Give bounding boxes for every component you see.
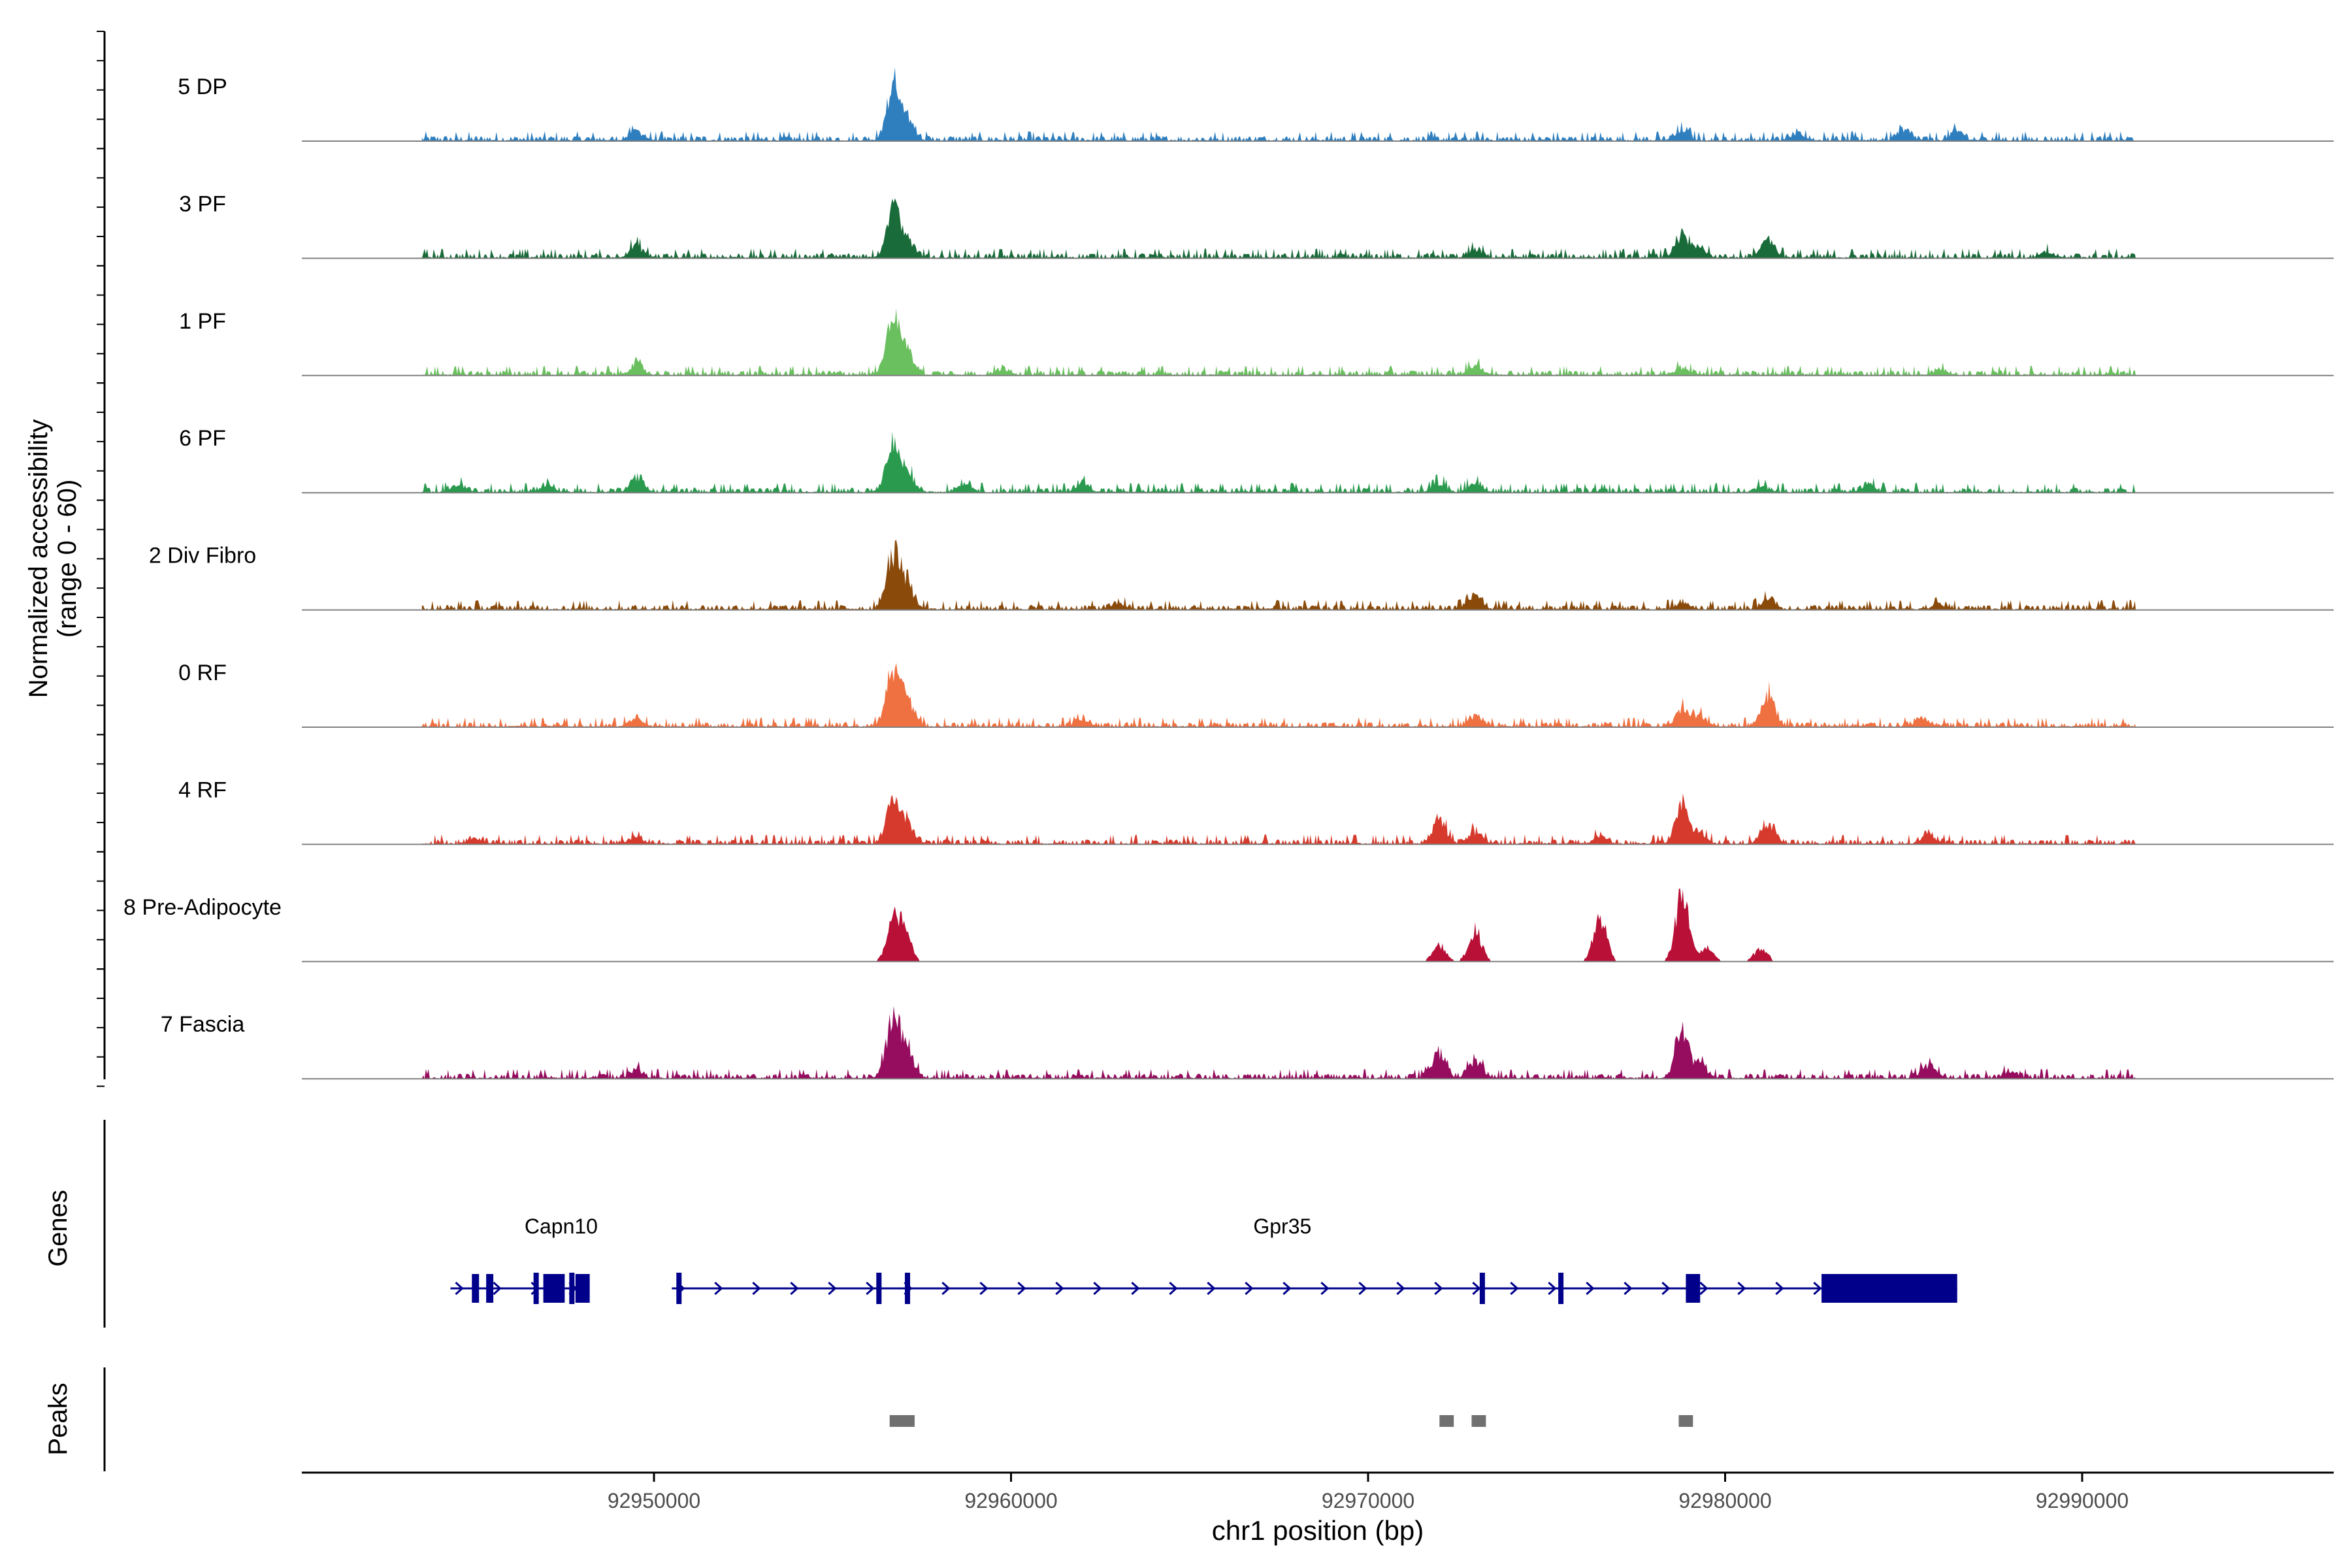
strand-arrow bbox=[1017, 1281, 1026, 1296]
coverage-area bbox=[421, 793, 2136, 845]
gene-models: Capn10 Gpr35 bbox=[450, 1215, 1957, 1304]
coverage-tracks: 5 DP 3 PF 1 PF 6 PF 2 Div Fibro 0 RF 4 RF 8 Pre… bbox=[123, 67, 2334, 1080]
track-label: 2 Div Fibro bbox=[149, 544, 256, 568]
exon bbox=[1558, 1273, 1564, 1304]
track-4-rf: 4 RF bbox=[178, 777, 2334, 845]
strand-arrow bbox=[941, 1281, 951, 1296]
peak-regions bbox=[889, 1415, 1693, 1427]
strand-arrow bbox=[455, 1281, 464, 1296]
strand-arrow bbox=[1169, 1281, 1178, 1296]
track-label: 6 PF bbox=[179, 426, 226, 451]
coverage-area bbox=[421, 540, 2136, 610]
track-label: 0 RF bbox=[178, 661, 227, 685]
coverage-area bbox=[421, 308, 2136, 376]
track-1-pf: 1 PF bbox=[179, 308, 2334, 376]
strand-arrow bbox=[1775, 1281, 1784, 1296]
track-label: 4 RF bbox=[178, 777, 227, 802]
x-axis-title: chr1 position (bp) bbox=[1212, 1515, 1424, 1546]
x-axis-ticks: 92950000 92960000 92970000 92980000 92990000 bbox=[608, 1473, 2129, 1512]
track-3-pf: 3 PF bbox=[179, 191, 2334, 259]
strand-arrow bbox=[752, 1281, 761, 1296]
strand-arrow bbox=[1510, 1281, 1519, 1296]
track-label: 5 DP bbox=[178, 74, 227, 99]
strand-arrow bbox=[714, 1281, 723, 1296]
coverage-area bbox=[421, 67, 2136, 141]
strand-arrow bbox=[1472, 1281, 1481, 1296]
strand-arrow bbox=[828, 1281, 837, 1296]
coverage-area bbox=[421, 889, 2136, 962]
strand-arrow bbox=[493, 1281, 502, 1296]
strand-arrow bbox=[1661, 1281, 1671, 1296]
exon bbox=[472, 1274, 480, 1303]
y-axis-title: Normalized accessibility (range 0 - 60) bbox=[24, 419, 82, 698]
strand-arrow bbox=[1813, 1281, 1822, 1296]
coverage-area bbox=[421, 1005, 2136, 1079]
strand-arrow bbox=[1396, 1281, 1405, 1296]
peak-region bbox=[889, 1415, 915, 1427]
track-5-dp: 5 DP bbox=[178, 67, 2334, 142]
track-label: 7 Fascia bbox=[161, 1012, 245, 1037]
track-label: 1 PF bbox=[179, 309, 226, 334]
strand-arrow bbox=[1699, 1281, 1708, 1296]
strand-arrow bbox=[1320, 1281, 1330, 1296]
exon bbox=[533, 1273, 539, 1304]
peak-region bbox=[1471, 1415, 1486, 1427]
exon bbox=[1686, 1274, 1701, 1303]
strand-arrow bbox=[1055, 1281, 1064, 1296]
gene-label: Gpr35 bbox=[1253, 1215, 1311, 1238]
y-axis-title-line2: (range 0 - 60) bbox=[53, 480, 82, 638]
exon bbox=[569, 1273, 575, 1304]
coverage-area bbox=[421, 662, 2136, 727]
strand-arrow bbox=[1093, 1281, 1102, 1296]
exon bbox=[543, 1274, 565, 1303]
gene-label: Capn10 bbox=[525, 1215, 598, 1238]
strand-arrow bbox=[1207, 1281, 1216, 1296]
x-tick-label: 92970000 bbox=[1322, 1489, 1414, 1512]
peak-region bbox=[1439, 1415, 1454, 1427]
exon bbox=[1479, 1273, 1485, 1304]
track-2-div-fibro: 2 Div Fibro bbox=[149, 540, 2334, 611]
tracks-y-ticks bbox=[97, 31, 105, 1087]
strand-arrow bbox=[790, 1281, 799, 1296]
peaks-panel-label: Peaks bbox=[44, 1382, 73, 1455]
strand-arrow bbox=[1358, 1281, 1367, 1296]
gene-gpr35: Gpr35 bbox=[672, 1215, 1957, 1304]
y-axis-title-line1: Normalized accessibility bbox=[24, 419, 53, 698]
strand-arrow bbox=[1624, 1281, 1633, 1296]
x-tick-label: 92950000 bbox=[608, 1489, 700, 1512]
x-tick-label: 92960000 bbox=[964, 1489, 1057, 1512]
strand-arrow bbox=[1131, 1281, 1140, 1296]
strand-arrow bbox=[1586, 1281, 1595, 1296]
exon bbox=[1821, 1274, 1957, 1303]
strand-arrow bbox=[1434, 1281, 1443, 1296]
coverage-area bbox=[421, 431, 2136, 493]
track-label: 3 PF bbox=[179, 191, 226, 216]
genes-panel-label: Genes bbox=[44, 1190, 73, 1267]
track-8-pre-adipocyte: 8 Pre-Adipocyte bbox=[123, 889, 2334, 962]
x-tick-label: 92990000 bbox=[2036, 1489, 2129, 1512]
exon bbox=[876, 1273, 882, 1304]
strand-arrow bbox=[1245, 1281, 1254, 1296]
strand-arrow bbox=[1737, 1281, 1746, 1296]
strand-arrow bbox=[866, 1281, 875, 1296]
exon bbox=[676, 1273, 682, 1304]
track-0-rf: 0 RF bbox=[178, 661, 2334, 728]
exon bbox=[905, 1273, 911, 1304]
strand-arrow bbox=[1282, 1281, 1292, 1296]
track-6-pf: 6 PF bbox=[179, 426, 2334, 494]
exon bbox=[486, 1274, 494, 1303]
coverage-area bbox=[421, 198, 2136, 259]
strand-arrow bbox=[1548, 1281, 1557, 1296]
peak-region bbox=[1678, 1415, 1693, 1427]
x-tick-label: 92980000 bbox=[1678, 1489, 1771, 1512]
track-label: 8 Pre-Adipocyte bbox=[123, 895, 282, 920]
strand-arrow bbox=[979, 1281, 988, 1296]
exon bbox=[575, 1274, 590, 1303]
gene-capn10: Capn10 bbox=[450, 1215, 598, 1304]
track-7-fascia: 7 Fascia bbox=[161, 1005, 2334, 1080]
